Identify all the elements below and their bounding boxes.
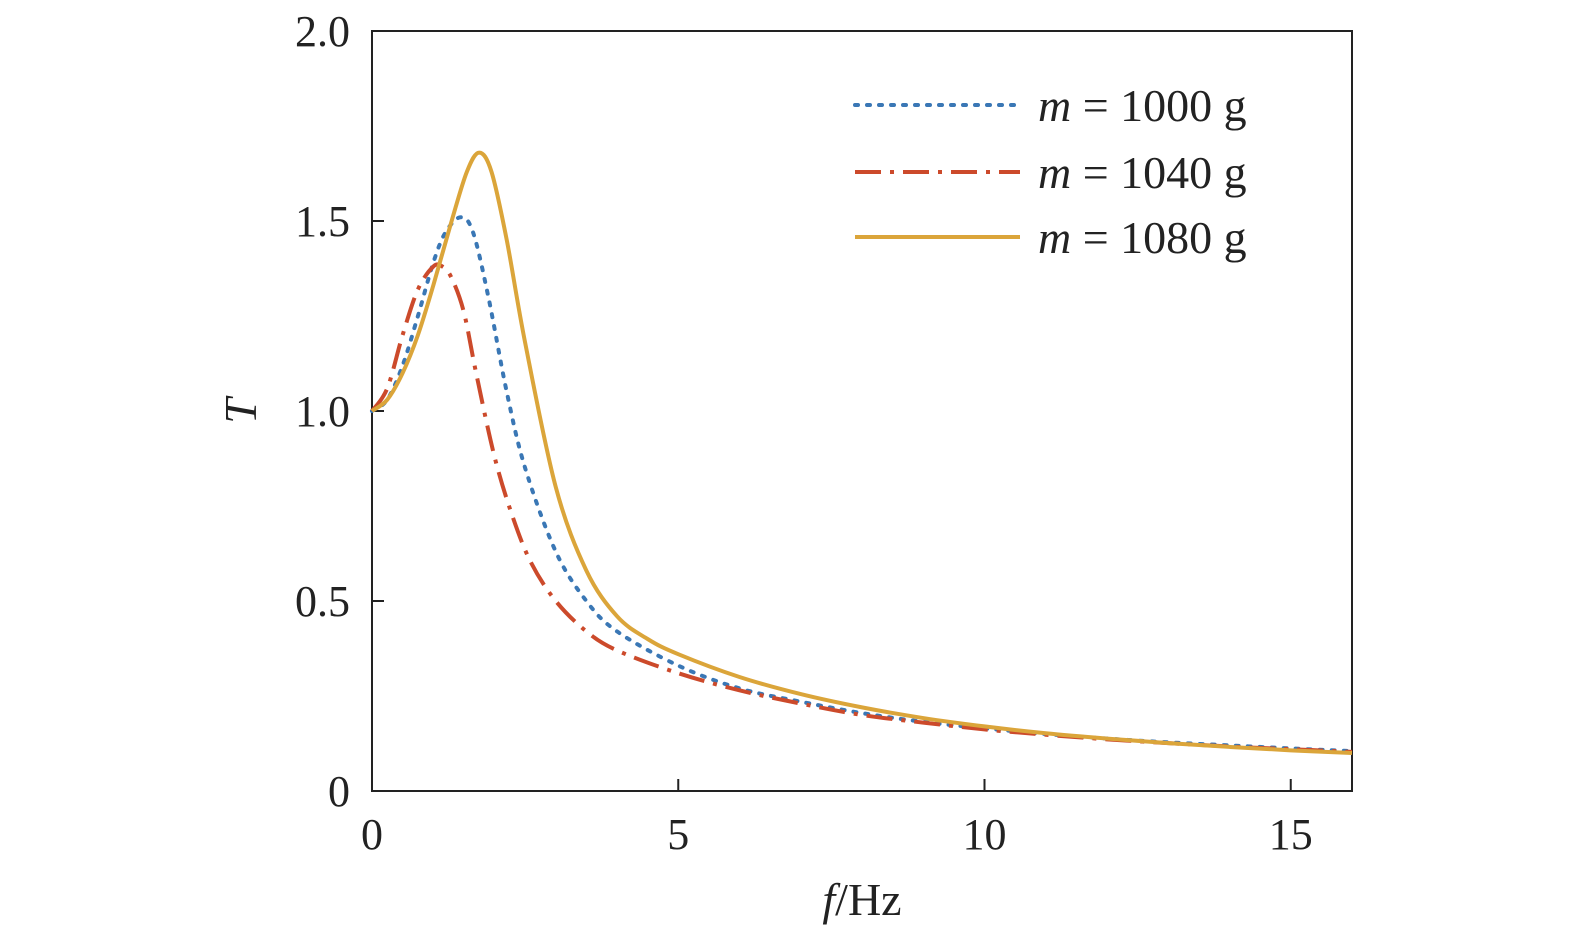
legend-label: m = 1040 g (1038, 147, 1247, 198)
legend-label: m = 1000 g (1038, 80, 1247, 131)
series-line-3 (370, 150, 1353, 755)
series-line-1 (370, 215, 1354, 754)
legend-value: = 1000 g (1071, 80, 1246, 131)
plot-area-frame (371, 30, 1353, 792)
y-axis-label: T (215, 395, 266, 424)
x-axis-label: f/Hz (822, 874, 901, 925)
x-axis-ticks: 0 5 10 15 (361, 779, 1313, 859)
legend: m = 1000 gm = 1040 gm = 1080 g (853, 80, 1247, 263)
y-tick-label: 0 (328, 767, 350, 816)
x-tick-label: 15 (1269, 810, 1313, 859)
x-tick-label: 0 (361, 810, 383, 859)
y-tick-label: 1.5 (295, 197, 350, 246)
y-tick-label: 2.0 (295, 7, 350, 56)
y-axis-ticks: 0 0.5 1.0 1.5 2.0 (295, 7, 384, 816)
y-tick-label: 0.5 (295, 577, 350, 626)
series-line-2 (370, 262, 1353, 754)
legend-variable: m (1038, 80, 1071, 131)
x-tick-label: 5 (667, 810, 689, 859)
legend-variable: m (1038, 147, 1071, 198)
legend-value: = 1040 g (1071, 147, 1246, 198)
series-lines (370, 150, 1354, 755)
legend-label: m = 1080 g (1038, 212, 1247, 263)
y-tick-label: 1.0 (295, 387, 350, 436)
x-tick-label: 10 (963, 810, 1007, 859)
legend-value: = 1080 g (1071, 212, 1246, 263)
x-axis-unit: /Hz (835, 874, 901, 925)
legend-variable: m (1038, 212, 1071, 263)
